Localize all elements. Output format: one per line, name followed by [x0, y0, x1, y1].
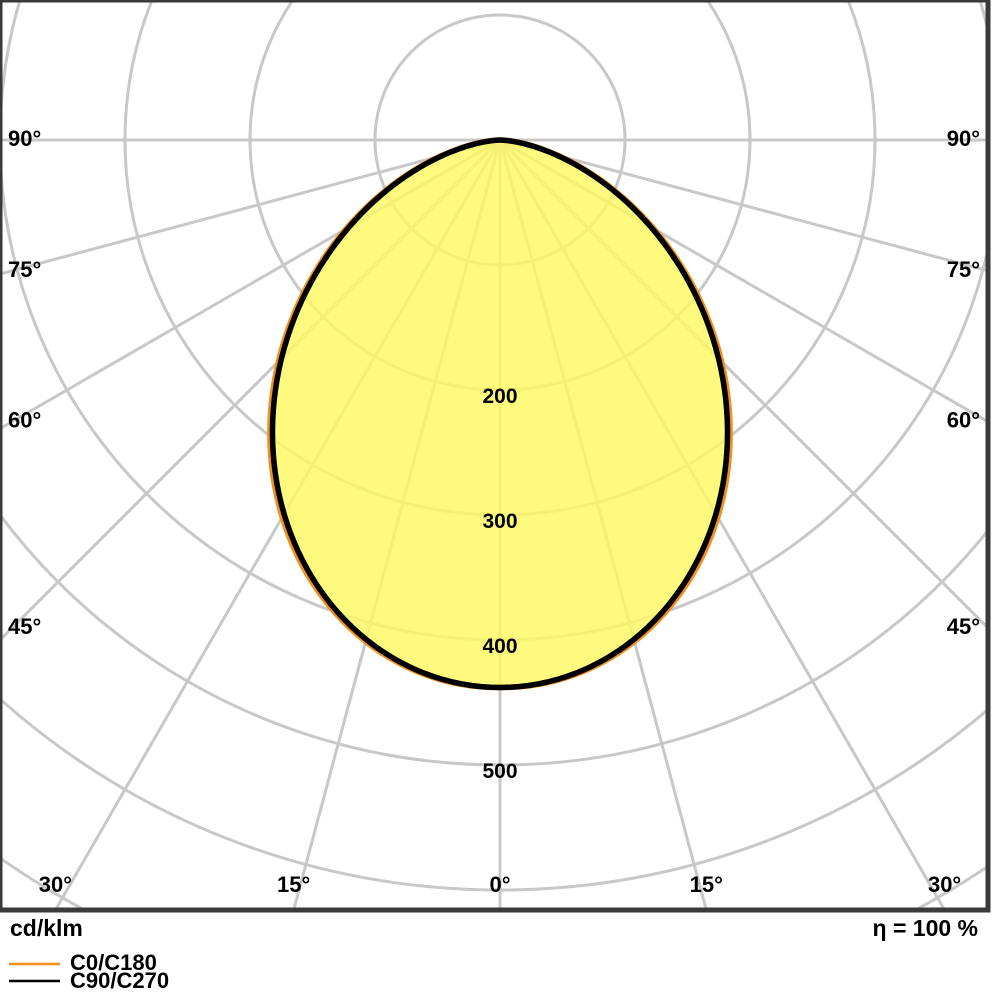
- svg-text:0°: 0°: [489, 872, 510, 897]
- svg-text:30°: 30°: [39, 872, 72, 897]
- svg-text:cd/klm: cd/klm: [10, 915, 83, 941]
- svg-text:90°: 90°: [947, 126, 980, 151]
- svg-text:30°: 30°: [928, 872, 961, 897]
- svg-text:60°: 60°: [947, 408, 980, 433]
- svg-text:C90/C270: C90/C270: [70, 968, 169, 993]
- svg-text:45°: 45°: [947, 614, 980, 639]
- svg-text:15°: 15°: [277, 872, 310, 897]
- svg-text:75°: 75°: [8, 257, 41, 282]
- svg-text:15°: 15°: [690, 872, 723, 897]
- svg-text:60°: 60°: [8, 408, 41, 433]
- svg-text:200: 200: [482, 385, 517, 408]
- svg-text:500: 500: [482, 760, 517, 783]
- svg-text:300: 300: [482, 510, 517, 533]
- svg-text:45°: 45°: [8, 614, 41, 639]
- svg-text:90°: 90°: [8, 126, 41, 151]
- svg-text:400: 400: [482, 635, 517, 658]
- svg-text:η = 100 %: η = 100 %: [873, 915, 978, 941]
- svg-text:75°: 75°: [947, 257, 980, 282]
